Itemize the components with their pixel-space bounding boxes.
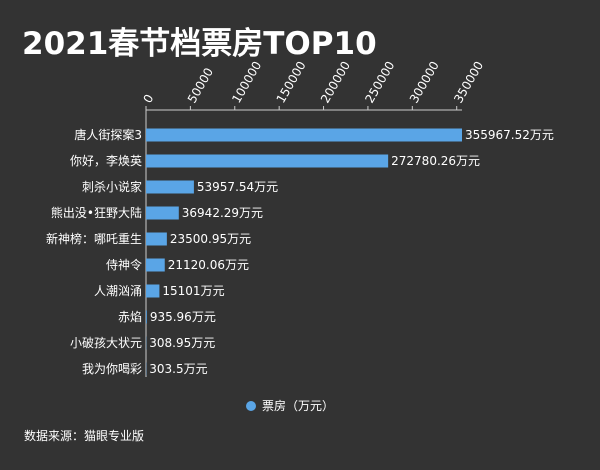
category-label: 熊出没•狂野大陆 <box>51 205 142 220</box>
axis-tick-label: 0 <box>140 92 156 106</box>
bar[interactable] <box>146 232 167 246</box>
bar-value-label: 15101万元 <box>162 284 224 298</box>
bar-value-label: 53957.54万元 <box>197 180 278 194</box>
bar-value-label: 23500.95万元 <box>170 232 251 246</box>
axis-tick-label: 100000 <box>229 59 264 106</box>
category-label: 唐人街探案3 <box>74 127 142 142</box>
legend-label: 票房（万元） <box>262 398 334 413</box>
legend: 票房（万元） <box>246 398 334 413</box>
category-label: 新神榜：哪吒重生 <box>46 231 142 246</box>
category-label: 赤焰 <box>118 309 142 324</box>
category-label: 人潮汹涌 <box>94 283 142 298</box>
bar[interactable] <box>146 206 179 220</box>
category-label: 你好，李焕英 <box>70 153 142 168</box>
bar-value-label: 308.95万元 <box>149 336 215 350</box>
data-source: 数据来源：猫眼专业版 <box>24 429 145 443</box>
bar-value-label: 355967.52万元 <box>465 128 554 142</box>
bar-value-label: 272780.26万元 <box>391 154 480 168</box>
bar[interactable] <box>146 284 160 298</box>
legend-marker[interactable] <box>246 401 256 411</box>
bar-value-label: 935.96万元 <box>150 310 216 324</box>
axis-tick-label: 350000 <box>451 59 486 106</box>
bar-value-label: 303.5万元 <box>149 362 207 376</box>
bar[interactable] <box>146 128 462 142</box>
category-label: 小破孩大状元 <box>70 335 142 350</box>
bar[interactable] <box>146 258 165 272</box>
category-label: 侍神令 <box>106 257 142 272</box>
axis-tick-label: 200000 <box>318 59 353 106</box>
bar-value-label: 36942.29万元 <box>182 206 263 220</box>
axis-tick-label: 300000 <box>407 59 442 106</box>
axis-tick-label: 150000 <box>274 59 309 106</box>
bar[interactable] <box>146 310 147 324</box>
chart-title: 2021春节档票房TOP10 <box>22 26 377 62</box>
bar-value-label: 21120.06万元 <box>168 258 249 272</box>
bar[interactable] <box>146 180 194 194</box>
bar[interactable] <box>146 154 389 168</box>
category-label: 我为你喝彩 <box>82 362 142 376</box>
axis-tick-label: 50000 <box>185 65 216 105</box>
axis-tick-label: 250000 <box>362 59 397 106</box>
category-label: 刺杀小说家 <box>82 179 142 194</box>
